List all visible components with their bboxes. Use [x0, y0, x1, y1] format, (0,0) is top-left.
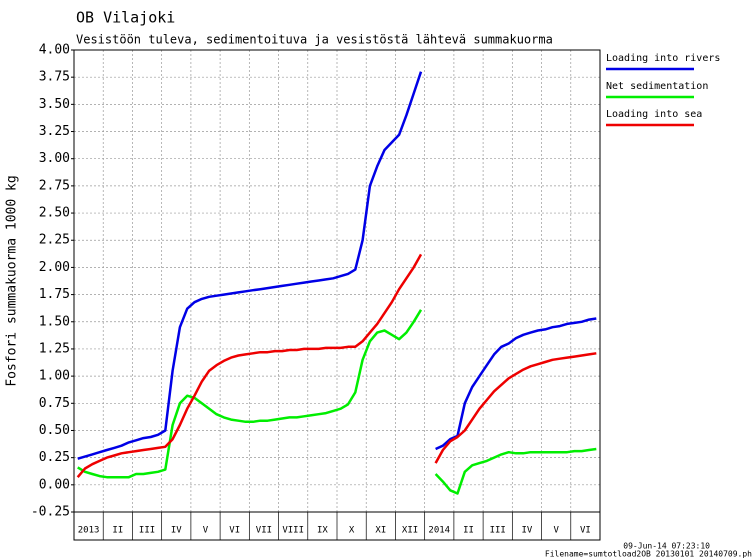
x-tick-label: XI — [375, 526, 386, 536]
y-tick-label: 3.00 — [39, 151, 70, 166]
x-tick-label: X — [349, 526, 355, 536]
y-tick-label: 2.00 — [39, 260, 70, 275]
y-tick-label: 2.50 — [39, 206, 70, 221]
legend-label: Loading into sea — [606, 109, 702, 120]
x-tick-label: XII — [402, 526, 418, 536]
footnote: 09-Jun-14 07:23:10 — [623, 542, 710, 551]
x-tick-label: II — [463, 526, 474, 536]
x-tick-label: IX — [317, 526, 328, 536]
y-tick-label: 3.75 — [39, 70, 70, 85]
y-tick-label: 1.75 — [39, 287, 70, 302]
y-axis-label: Fosfori summakuorma 1000 kg — [5, 175, 20, 386]
y-tick-label: 1.25 — [39, 341, 70, 356]
x-tick-label: IV — [522, 526, 533, 536]
x-tick-label: VI — [229, 526, 240, 536]
y-tick-label: 0.75 — [39, 396, 70, 411]
x-tick-label: VI — [580, 526, 591, 536]
x-tick-label: VII — [256, 526, 272, 536]
series-line — [76, 253, 597, 479]
x-tick-label: V — [553, 526, 559, 536]
y-tick-label: 0.00 — [39, 477, 70, 492]
y-tick-label: 0.50 — [39, 423, 70, 438]
chart-title: OB Vilajoki — [76, 9, 175, 27]
x-tick-label: 2014 — [428, 526, 450, 536]
x-tick-label: II — [112, 526, 123, 536]
y-tick-label: 4.00 — [39, 43, 70, 58]
y-tick-label: 3.25 — [39, 124, 70, 139]
y-tick-label: 1.50 — [39, 314, 70, 329]
y-tick-label: 1.00 — [39, 369, 70, 384]
y-tick-label: 3.50 — [39, 97, 70, 112]
legend-label: Net sedimentation — [606, 81, 708, 92]
x-tick-label: 2013 — [78, 526, 100, 536]
series-line — [77, 71, 597, 460]
series-line — [77, 309, 597, 495]
y-tick-label: 2.25 — [39, 233, 70, 248]
y-tick-label: 2.75 — [39, 178, 70, 193]
x-tick-label: III — [139, 526, 155, 536]
plot-frame — [73, 49, 601, 541]
x-tick-label: III — [490, 526, 506, 536]
legend-label: Loading into rivers — [606, 53, 720, 64]
footnote: Filename=sumtotload2OB 20130101 20140709… — [545, 550, 752, 559]
chart-subtitle: Vesistöön tuleva, sedimentoituva ja vesi… — [76, 33, 553, 47]
x-tick-label: V — [203, 526, 209, 536]
y-tick-label: -0.25 — [31, 505, 70, 520]
y-tick-label: 0.25 — [39, 450, 70, 465]
x-tick-label: IV — [171, 526, 182, 536]
x-tick-label: VIII — [282, 526, 304, 536]
